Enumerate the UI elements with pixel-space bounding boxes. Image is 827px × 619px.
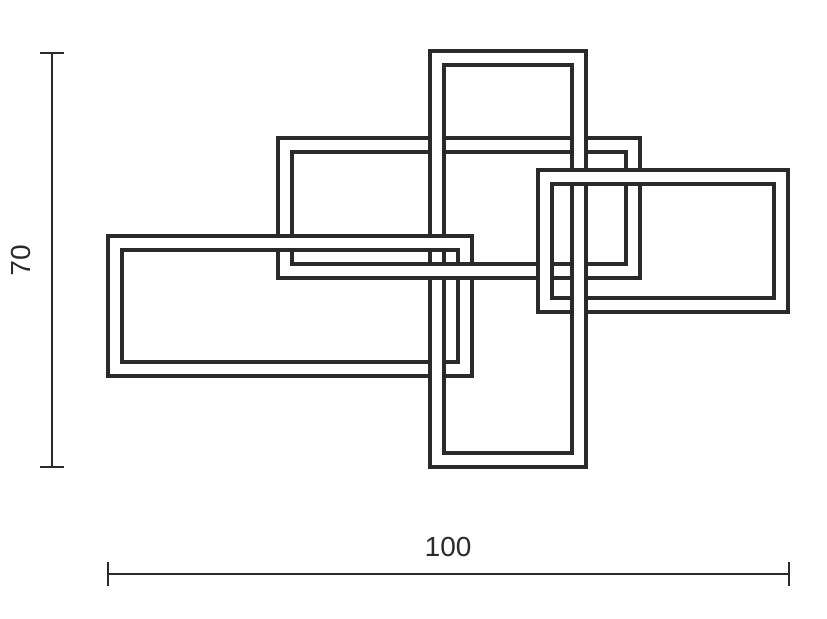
frame-3-band [430,51,586,467]
dim-label-height: 70 [5,244,36,275]
frames-group [108,51,788,467]
frame-3 [430,51,586,467]
frame-3-outer [430,51,586,467]
dim-label-width: 100 [425,531,472,562]
